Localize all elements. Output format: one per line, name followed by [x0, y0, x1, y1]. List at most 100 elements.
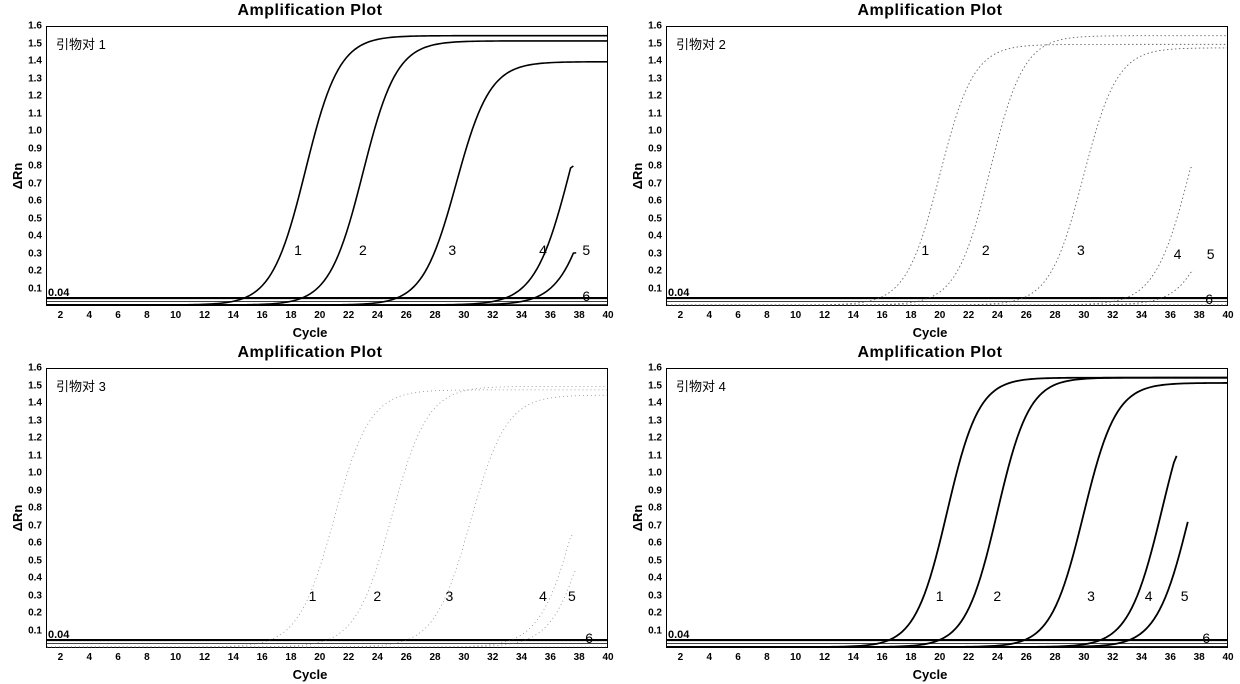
x-tick: 24 [992, 310, 1003, 321]
curve-label-4: 4 [539, 242, 547, 258]
y-tick: 1.4 [642, 398, 662, 409]
curve-label-6: 6 [585, 630, 593, 646]
y-tick: 1.5 [22, 38, 42, 49]
y-tick: 0.1 [22, 625, 42, 636]
y-tick: 1.0 [22, 126, 42, 137]
y-tick: 0.3 [642, 248, 662, 259]
x-tick: 26 [401, 652, 412, 663]
curve-label-2: 2 [359, 242, 367, 258]
plot-svg [667, 27, 1227, 305]
y-tick: 1.2 [22, 91, 42, 102]
y-tick: 0.6 [22, 538, 42, 549]
curve-label-5: 5 [1207, 246, 1215, 262]
y-tick: 1.4 [22, 398, 42, 409]
y-tick: 0.9 [22, 485, 42, 496]
x-tick: 36 [545, 310, 556, 321]
x-tick: 28 [1050, 652, 1061, 663]
x-tick: 40 [1222, 652, 1233, 663]
x-tick: 24 [372, 652, 383, 663]
x-tick: 18 [285, 652, 296, 663]
y-tick: 0.3 [22, 248, 42, 259]
curve-label-6: 6 [1202, 630, 1210, 646]
x-tick: 6 [735, 652, 741, 663]
y-tick: 0.1 [642, 283, 662, 294]
y-tick: 1.1 [22, 108, 42, 119]
panel-p3: Amplification PlotΔRnCycle0.10.20.30.40.… [0, 342, 620, 684]
x-tick: 40 [602, 310, 613, 321]
y-tick: 1.1 [22, 450, 42, 461]
x-tick: 4 [86, 310, 92, 321]
y-tick: 0.3 [22, 590, 42, 601]
x-tick: 36 [1165, 652, 1176, 663]
x-tick: 26 [401, 310, 412, 321]
amplification-plot-grid: Amplification PlotΔRnCycle0.10.20.30.40.… [0, 0, 1240, 684]
x-tick: 8 [144, 310, 150, 321]
x-tick: 20 [314, 652, 325, 663]
curve-5 [667, 270, 1193, 305]
curve-label-1: 1 [921, 242, 929, 258]
y-tick: 1.5 [22, 380, 42, 391]
curve-3 [667, 48, 1227, 305]
x-tick: 14 [848, 652, 859, 663]
y-tick: 0.8 [22, 161, 42, 172]
x-tick: 12 [199, 652, 210, 663]
curve-4 [47, 166, 573, 305]
x-tick: 28 [430, 310, 441, 321]
curve-4 [667, 166, 1193, 305]
x-tick: 30 [458, 652, 469, 663]
y-tick: 0.5 [22, 555, 42, 566]
y-tick: 0.2 [642, 608, 662, 619]
curve-label-2: 2 [982, 242, 990, 258]
curve-label-5: 5 [1181, 588, 1189, 604]
x-tick: 16 [877, 652, 888, 663]
panel-title: Amplification Plot [620, 2, 1240, 20]
threshold-label: 0.04 [48, 287, 69, 299]
x-tick: 34 [516, 310, 527, 321]
x-tick: 2 [678, 310, 684, 321]
x-tick: 36 [545, 652, 556, 663]
y-tick: 0.5 [22, 213, 42, 224]
curve-3 [47, 395, 607, 647]
x-tick: 38 [574, 310, 585, 321]
x-axis-label: Cycle [0, 325, 620, 340]
x-tick: 16 [877, 310, 888, 321]
x-tick: 14 [848, 310, 859, 321]
x-tick: 18 [285, 310, 296, 321]
curve-1 [667, 44, 1227, 305]
curve-label-1: 1 [936, 588, 944, 604]
x-tick: 12 [199, 310, 210, 321]
x-tick: 30 [458, 310, 469, 321]
curve-label-4: 4 [1174, 246, 1182, 262]
curve-3 [47, 62, 607, 305]
panel-title: Amplification Plot [0, 2, 620, 20]
y-tick: 1.5 [642, 380, 662, 391]
plot-svg [47, 27, 607, 305]
x-tick: 4 [706, 310, 712, 321]
x-tick: 6 [115, 652, 121, 663]
x-tick: 18 [905, 310, 916, 321]
curve-label-3: 3 [448, 242, 456, 258]
y-tick: 1.3 [22, 415, 42, 426]
x-tick: 34 [1136, 310, 1147, 321]
y-tick: 1.4 [22, 56, 42, 67]
x-tick: 22 [963, 310, 974, 321]
plot-svg [47, 369, 607, 647]
x-axis-label: Cycle [620, 667, 1240, 682]
x-tick: 32 [487, 310, 498, 321]
y-tick: 1.2 [642, 433, 662, 444]
curve-label-1: 1 [294, 242, 302, 258]
curve-label-2: 2 [993, 588, 1001, 604]
y-tick: 0.7 [22, 520, 42, 531]
curve-label-1: 1 [309, 588, 317, 604]
plot-svg [667, 369, 1227, 647]
x-tick: 28 [1050, 310, 1061, 321]
curve-label-6: 6 [582, 288, 590, 304]
y-tick: 1.0 [642, 468, 662, 479]
x-tick: 34 [1136, 652, 1147, 663]
x-tick: 24 [372, 310, 383, 321]
x-tick: 30 [1078, 310, 1089, 321]
curve-label-3: 3 [1077, 242, 1085, 258]
x-tick: 8 [144, 652, 150, 663]
x-tick: 16 [257, 652, 268, 663]
plot-area [666, 26, 1228, 306]
